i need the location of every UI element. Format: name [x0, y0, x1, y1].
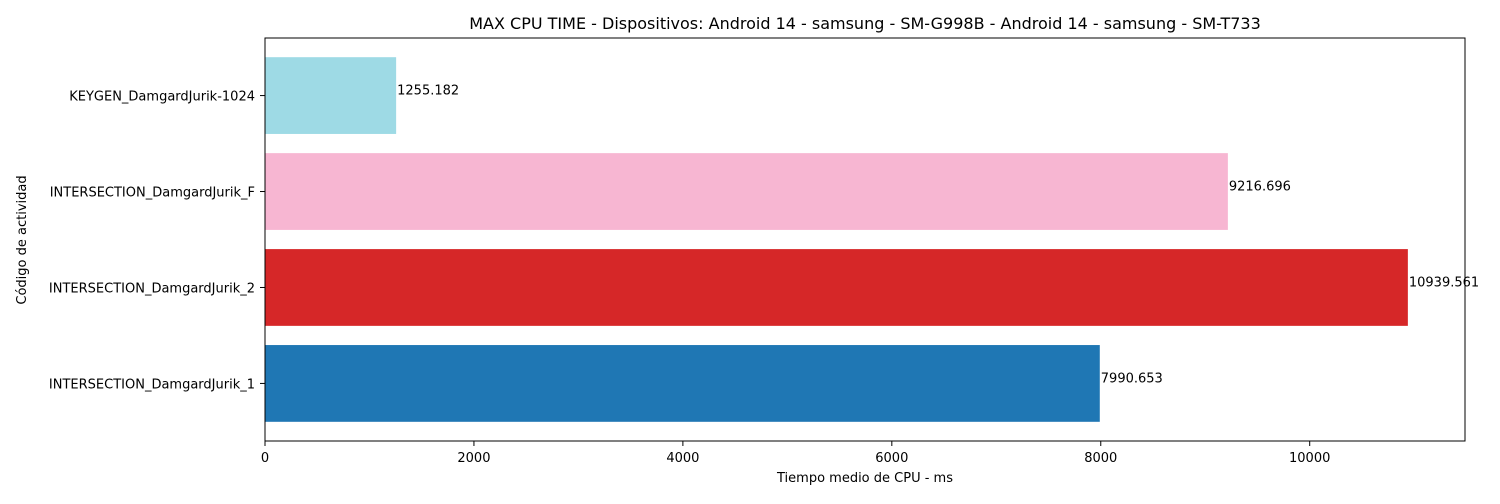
x-tick-label: 2000 [457, 451, 490, 466]
bars-layer: 7990.653 10939.561 9216.696 1255.182 [265, 57, 1479, 422]
plot-frame [264, 37, 1466, 442]
y-axis-label: Código de actividad [15, 175, 30, 304]
bar [265, 249, 1408, 326]
data-label: 7990.653 [1101, 371, 1163, 386]
y-tick-label: KEYGEN_DamgardJurik-1024 [69, 90, 255, 105]
chart-title: MAX CPU TIME - Dispositivos: Android 14 … [469, 14, 1261, 33]
data-label: 9216.696 [1229, 180, 1291, 195]
x-tick-label: 0 [261, 451, 269, 466]
x-axis-label: Tiempo medio de CPU - ms [776, 471, 953, 486]
x-tick-label: 8000 [1084, 451, 1117, 466]
y-tick-label: INTERSECTION_DamgardJurik_1 [49, 377, 255, 392]
y-tick-label: INTERSECTION_DamgardJurik_2 [49, 281, 255, 296]
bar [265, 345, 1100, 422]
bar [265, 153, 1228, 230]
data-label: 10939.561 [1409, 275, 1479, 290]
x-tick-label: 4000 [666, 451, 699, 466]
y-tick-label: INTERSECTION_DamgardJurik_F [50, 186, 255, 201]
x-tick-label: 6000 [875, 451, 908, 466]
x-tick-label: 10000 [1289, 451, 1330, 466]
bar [265, 57, 397, 134]
axes-layer: INTERSECTION_DamgardJurik_1 INTERSECTION_… [49, 37, 1466, 466]
data-label: 1255.182 [397, 84, 459, 99]
